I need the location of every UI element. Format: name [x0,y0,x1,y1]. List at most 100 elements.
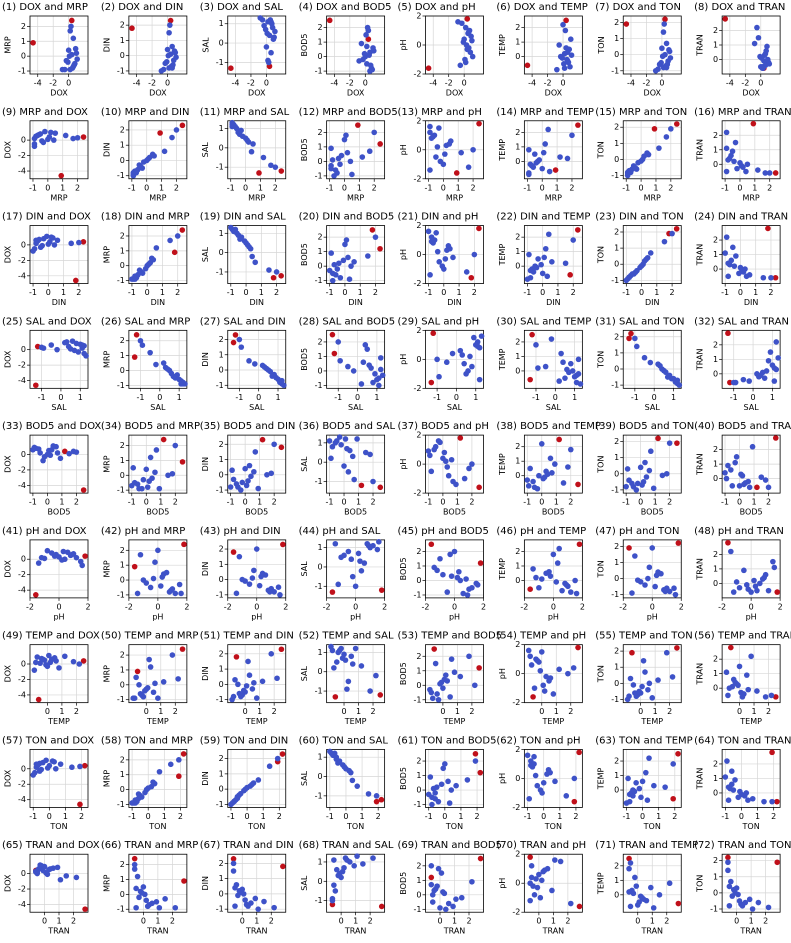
point [764,43,770,50]
point [534,884,541,891]
plot-frame [326,329,386,389]
y-tick-label: 0 [120,471,125,480]
point [178,590,184,597]
point [349,573,356,580]
y-tick-label: -4 [18,795,26,804]
x-axis-label: BOD5 [740,508,763,517]
point [536,871,542,878]
point [550,551,557,558]
subplot-title: (39) BOD5 and TON [595,421,694,432]
point [637,893,644,900]
plot-frame [227,120,287,180]
point [232,123,238,130]
point [167,761,174,768]
point [54,450,61,456]
x-tick-label: 1 [452,917,457,926]
point [63,873,70,879]
point [432,795,438,802]
y-tick-label: -1 [315,896,323,905]
point [337,274,344,281]
point [629,590,635,596]
point [556,42,562,48]
y-tick-label: 2 [21,22,26,31]
x-tick-label: 1 [455,707,460,716]
point [368,365,374,371]
point [362,449,369,456]
point [771,564,778,571]
x-tick-label: 2 [778,602,783,611]
point [433,154,439,160]
x-tick-label: 1 [162,812,167,821]
point [468,33,474,40]
plot-frame [29,853,89,913]
point [632,335,638,342]
point [450,478,456,485]
subplot-title: (10) MRP and DIN [101,107,190,118]
y-tick-label: 1 [614,558,619,567]
point [74,134,81,141]
point [755,167,761,173]
point [150,256,157,263]
point [767,349,774,355]
point [248,473,254,480]
y-axis-label: TEMP [597,872,606,895]
point [666,880,673,887]
x-axis-label: SAL [645,403,661,412]
point [334,266,341,272]
x-tick-label: 0 [639,183,644,192]
x-tick-label: 2 [767,183,772,192]
point [732,777,738,783]
point [431,446,438,453]
y-tick-label: 0 [515,471,520,480]
point [133,331,140,338]
point [447,694,453,700]
point [537,667,544,674]
point [726,155,733,162]
plot-frame [425,434,484,494]
point [546,568,552,575]
y-axis-label: SAL [300,770,309,786]
point [457,673,464,680]
point [451,669,458,676]
point [70,63,77,70]
y-axis-label: TON [696,875,705,893]
subplot-title: (9) MRP and DOX [2,107,88,118]
y-axis-label: BOD5 [300,34,309,57]
y-axis-label: MRP [102,665,111,682]
point [541,688,548,694]
point [445,900,452,907]
point [233,481,240,487]
plot-frame [227,539,287,599]
point [142,687,148,694]
y-tick-label: 0 [515,576,520,585]
y-tick-label: 0 [713,888,718,897]
point [131,861,138,868]
point [726,685,733,691]
y-tick-label: 1 [318,438,323,447]
point [33,869,39,875]
point [336,647,343,654]
subplot-title: (43) pH and DIN [200,526,281,537]
subplot-title: (58) TON and MRP [101,735,193,746]
point [249,575,256,581]
point [648,884,654,891]
point [348,653,355,660]
point [164,366,171,372]
point [378,903,385,910]
x-tick-label: -1 [235,393,243,402]
y-tick-label: -1 [611,276,619,285]
x-tick-label: 2 [571,288,576,297]
x-tick-label: 2 [283,602,288,611]
x-tick-label: 2 [766,498,771,507]
point [434,567,440,574]
x-tick-label: 0 [454,393,459,402]
x-tick-label: 0 [440,707,445,716]
x-tick-label: 2 [768,288,773,297]
point [675,900,682,907]
point [571,775,578,782]
point [561,65,568,71]
point [771,365,778,371]
y-tick-label: 2 [713,759,718,768]
